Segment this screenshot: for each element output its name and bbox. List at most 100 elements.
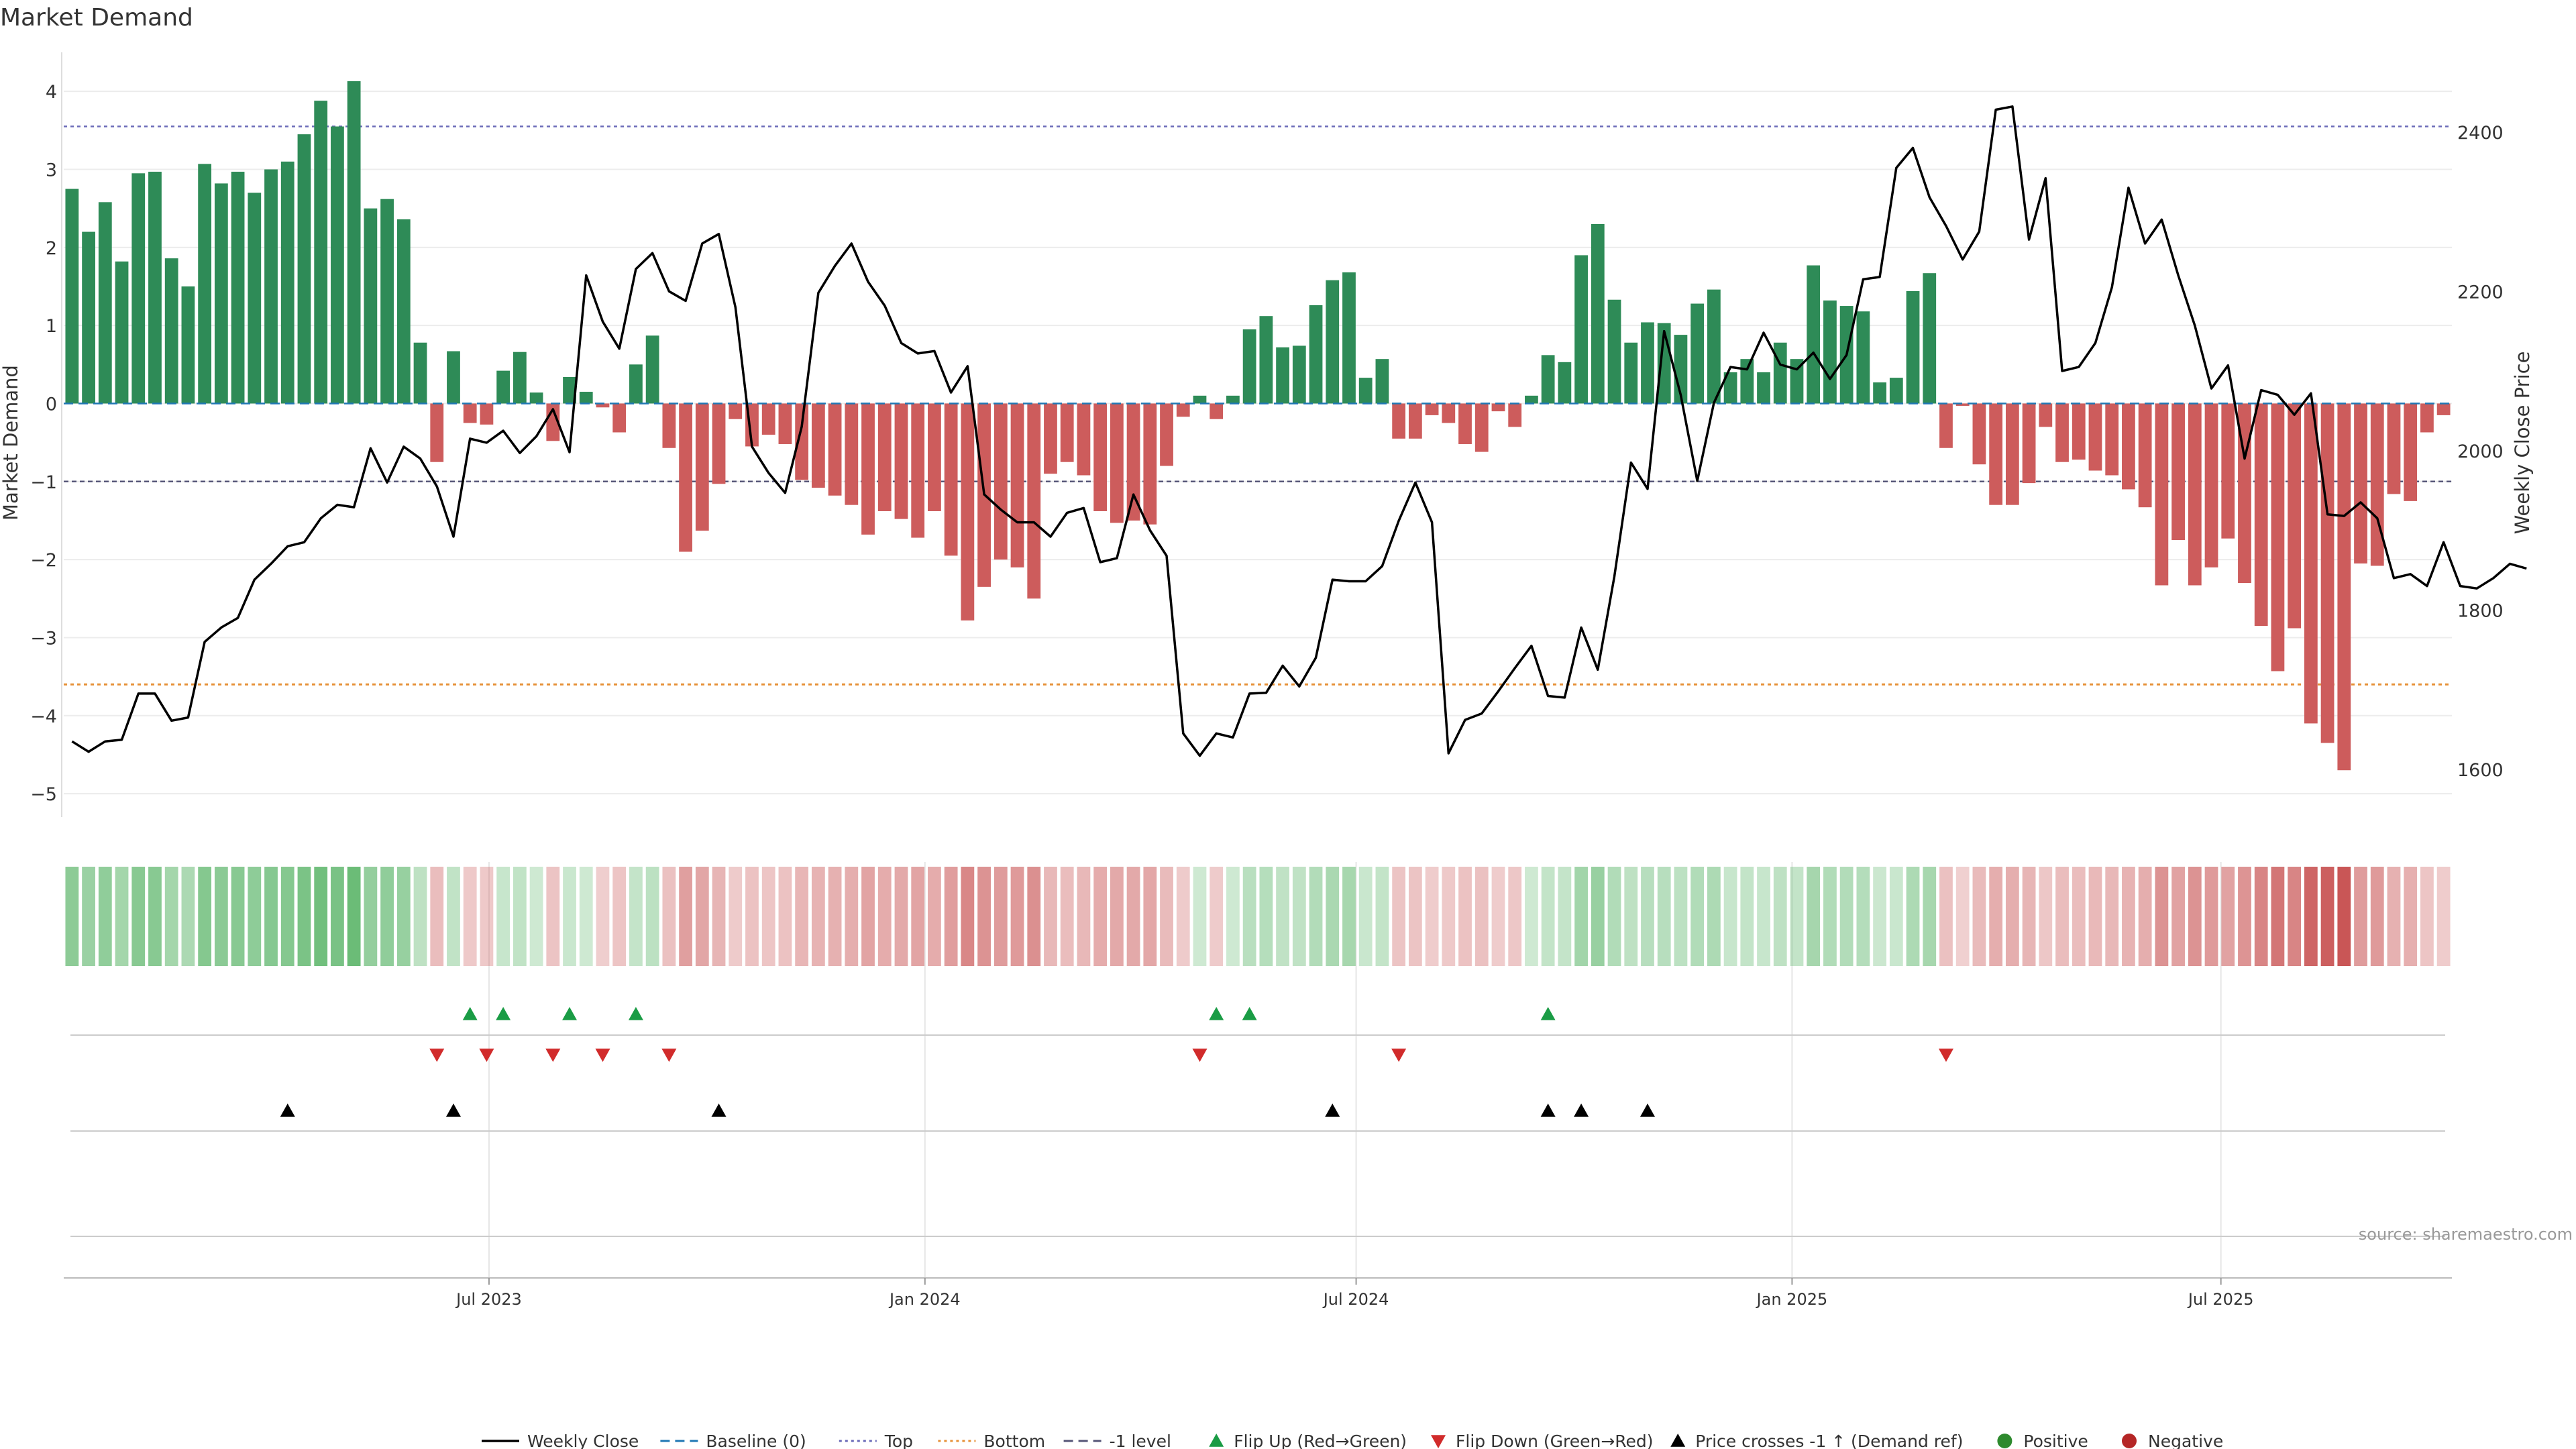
price-cross-marker [1325, 1104, 1340, 1117]
demand-bar-positive [115, 261, 129, 404]
demand-bar-negative [2354, 403, 2367, 564]
left-axis: 4 3 2 1 0 −1 −2 −3 −4 −5 [30, 52, 62, 817]
demand-band-cell [1674, 867, 1688, 966]
y2-tick-label: 1800 [2457, 600, 2504, 621]
demand-bar-positive [1856, 311, 1870, 404]
demand-bar-positive [1309, 305, 1323, 404]
demand-band-cell [463, 867, 477, 966]
demand-band-cell [1906, 867, 1920, 966]
demand-band-cell [2055, 867, 2069, 966]
demand-band-cell [761, 867, 775, 966]
demand-bar-positive [1574, 255, 1588, 404]
demand-bar-negative [2436, 403, 2451, 415]
demand-band-cell [961, 867, 975, 966]
demand-band-cell [894, 867, 908, 966]
demand-bar-negative [596, 403, 610, 408]
demand-band-cell [612, 867, 627, 966]
demand-band-cell [1989, 867, 2003, 966]
demand-bar-positive [1873, 382, 1886, 404]
price-cross-marker [445, 1104, 461, 1117]
price-line-layer [71, 105, 2527, 757]
demand-band-cell [1641, 867, 1654, 966]
demand-bar-positive [1358, 378, 1373, 404]
demand-band-cell [1442, 867, 1456, 966]
demand-band-cell [1923, 867, 1937, 966]
y-tick-label: 1 [46, 316, 57, 337]
demand-bar-positive [1375, 359, 1389, 404]
demand-bar-positive [1226, 395, 1240, 404]
demand-bar-negative [2138, 403, 2152, 508]
demand-band-cell [1856, 867, 1870, 966]
demand-bar-negative [2005, 403, 2019, 505]
demand-band-cell [331, 867, 344, 966]
demand-band-cell [164, 867, 178, 966]
demand-band-cell [1044, 867, 1057, 966]
demand-bar-negative [2105, 403, 2119, 476]
demand-bar-positive [1326, 280, 1340, 404]
demand-band-cell [1176, 867, 1190, 966]
demand-bar-positive [447, 351, 460, 404]
demand-bar-negative [1508, 403, 1522, 427]
demand-band-cell [2138, 867, 2152, 966]
demand-band-cell [1110, 867, 1124, 966]
demand-band-cell [1193, 867, 1207, 966]
demand-bar-negative [1955, 403, 1970, 406]
flip-down-marker [661, 1049, 677, 1062]
demand-band-cell [1474, 867, 1489, 966]
y2-axis-label: Weekly Close Price [2511, 352, 2534, 535]
demand-bar-positive [1259, 316, 1273, 404]
demand-bar-positive [1707, 289, 1721, 404]
demand-bar-positive [248, 193, 262, 404]
demand-band-cell [2387, 867, 2401, 966]
demand-bar-negative [712, 403, 726, 484]
demand-band-cell [1657, 867, 1671, 966]
legend-label: Negative [2148, 1432, 2223, 1449]
demand-bar-negative [877, 403, 892, 511]
demand-bar-positive [413, 342, 427, 404]
demand-bar-positive [1690, 303, 1705, 404]
demand-band-cell [2088, 867, 2102, 966]
demand-bar-negative [2155, 403, 2169, 586]
price-cross-marker [1540, 1104, 1556, 1117]
demand-bar-positive [1889, 378, 1903, 404]
flip-down-marker [1192, 1049, 1208, 1062]
demand-bar-positive [1773, 342, 1787, 404]
demand-bar-negative [1060, 403, 1074, 462]
demand-band-cell [264, 867, 278, 966]
demand-band-cell [662, 867, 676, 966]
demand-band-cell [563, 867, 576, 966]
demand-bar-negative [1027, 403, 1041, 599]
y-tick-label: −1 [30, 472, 57, 493]
demand-bars [64, 81, 2452, 771]
flip-up-marker [1540, 1007, 1556, 1020]
y2-tick-label: 2200 [2457, 282, 2504, 303]
demand-bar-positive [280, 161, 294, 404]
demand-bar-negative [2288, 403, 2302, 629]
demand-bar-positive [1906, 290, 1920, 404]
legend-label: Top [884, 1432, 913, 1449]
demand-band-cell [430, 867, 444, 966]
demand-band-cell [1392, 867, 1406, 966]
demand-bar-positive [380, 199, 394, 404]
demand-band-cell [131, 867, 146, 966]
demand-bar-negative [2122, 403, 2135, 490]
demand-band-cell [248, 867, 262, 966]
demand-bar-negative [1126, 403, 1140, 521]
demand-band-cell [1574, 867, 1588, 966]
demand-band-cell [1326, 867, 1340, 966]
legend-label: Flip Down (Green→Red) [1456, 1432, 1654, 1449]
y-tick-label: −3 [30, 628, 57, 649]
demand-band-cell [2354, 867, 2367, 966]
demand-band-cell [2337, 867, 2351, 966]
demand-bar-negative [430, 403, 444, 462]
demand-band-cell [447, 867, 460, 966]
demand-bar-positive [1757, 372, 1770, 404]
demand-bar-negative [928, 403, 941, 511]
y-tick-label: 4 [46, 82, 57, 103]
demand-band-cell [1226, 867, 1240, 966]
demand-bar-negative [2022, 403, 2036, 484]
demand-bar-negative [2204, 403, 2218, 568]
demand-band-cell [115, 867, 129, 966]
x-axis: Jul 2023 Jan 2024 Jul 2024 Jan 2025 Jul 2025 [64, 1277, 2452, 1309]
demand-bar-negative [2039, 403, 2053, 427]
